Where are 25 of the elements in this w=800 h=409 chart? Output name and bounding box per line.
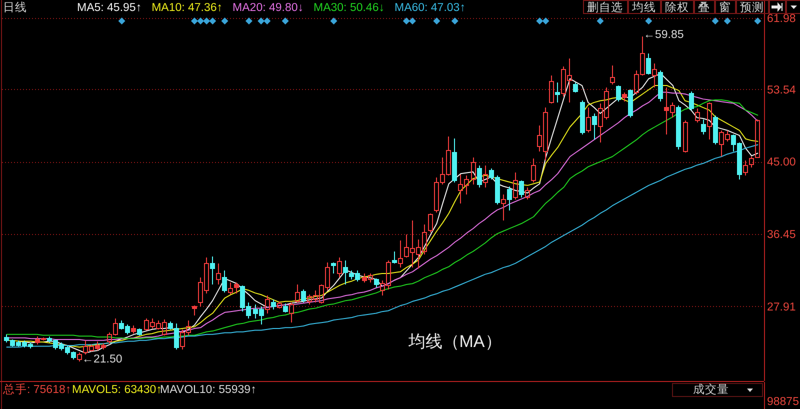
annotation: ←21.50 <box>82 354 122 366</box>
annotation: 日线 <box>3 1 27 14</box>
annotation: 均线（MA） <box>407 332 502 351</box>
text: 总手: 75618↑ <box>2 382 72 396</box>
annotation: 窗 <box>719 0 731 14</box>
text: MA30: 50.46↓ <box>314 2 384 14</box>
text: MA10: 47.36↑ <box>152 2 223 14</box>
text: MA5: 45.95↑ <box>77 2 142 14</box>
annotation: 预测 <box>740 1 764 14</box>
annotation: 叠 <box>698 1 710 14</box>
text: MA20: 49.80↓ <box>232 2 304 14</box>
text: 成交量 <box>693 382 729 396</box>
y-tick-label: 27.91 <box>767 301 796 314</box>
y-tick-label: 53.54 <box>767 84 796 96</box>
annotation: ←59.85 <box>644 29 684 41</box>
text: MAVOL10: 55939↑ <box>160 384 256 396</box>
text: MAVOL5: 63430↑ <box>72 384 162 396</box>
y-tick-label: 45.00 <box>767 156 796 169</box>
text: MA60: 47.03↑ <box>394 2 466 14</box>
annotation: 删自选 <box>587 1 623 14</box>
text: 98875 <box>767 396 799 408</box>
annotation: 除权 <box>665 1 689 14</box>
annotation: 均线 <box>631 1 656 14</box>
y-tick-label: 61.98 <box>767 12 796 25</box>
y-tick-label: 36.45 <box>767 229 796 242</box>
